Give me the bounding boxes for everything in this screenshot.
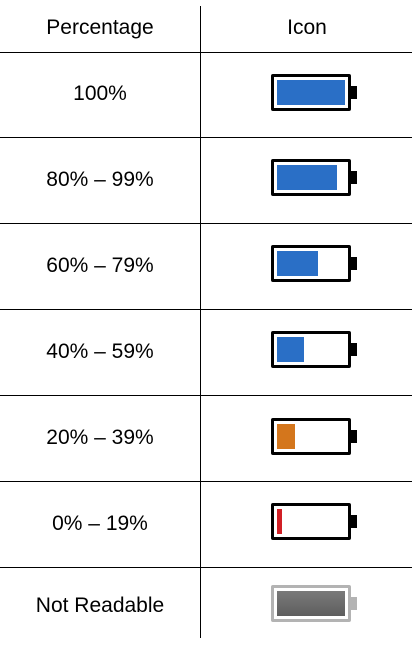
header-percentage: Percentage <box>46 16 154 39</box>
battery-medium-icon <box>271 331 357 368</box>
table-row: 20% – 39% <box>0 396 412 482</box>
percentage-label: 100% <box>73 82 127 105</box>
battery-high-icon <box>271 159 357 196</box>
battery-unknown-icon <box>271 585 357 622</box>
table-row: Not Readable <box>0 568 412 653</box>
battery-low-icon <box>271 418 357 455</box>
header-icon: Icon <box>287 16 327 39</box>
percentage-label: 20% – 39% <box>46 426 154 449</box>
table-row: 80% – 99% <box>0 138 412 224</box>
table-row: 0% – 19% <box>0 482 412 568</box>
table-header: Percentage Icon <box>0 0 412 53</box>
table-row: 100% <box>0 52 412 138</box>
battery-full-icon <box>271 74 357 111</box>
battery-level-table: Percentage Icon 100% 80% – 99% 60% – 79%… <box>0 0 412 638</box>
battery-medium-high-icon <box>271 245 357 282</box>
column-divider <box>200 6 201 638</box>
percentage-label: 60% – 79% <box>46 254 154 277</box>
table-row: 60% – 79% <box>0 224 412 310</box>
percentage-label: 0% – 19% <box>52 512 148 535</box>
percentage-label: 40% – 59% <box>46 340 154 363</box>
percentage-label: 80% – 99% <box>46 168 154 191</box>
percentage-label: Not Readable <box>35 594 165 617</box>
table-row: 40% – 59% <box>0 310 412 396</box>
battery-critical-icon <box>271 503 357 540</box>
